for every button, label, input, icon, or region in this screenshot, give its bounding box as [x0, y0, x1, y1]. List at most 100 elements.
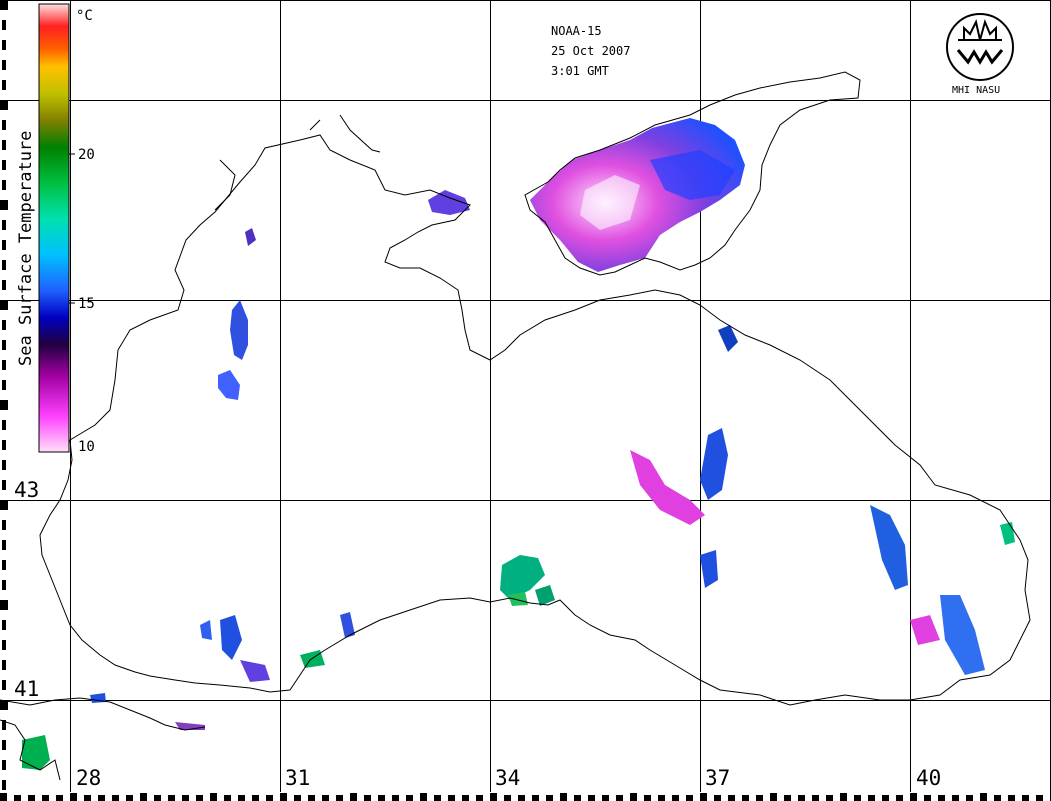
ruler-tick — [70, 793, 77, 801]
ruler-tick — [2, 140, 6, 150]
ruler-tick — [910, 793, 917, 801]
ruler-tick — [182, 795, 189, 801]
sst-cloud-free-patches — [22, 118, 1015, 770]
ruler-tick — [14, 795, 21, 801]
ruler-tick — [742, 795, 749, 801]
image-header: NOAA-15 25 Oct 2007 3:01 GMT — [551, 24, 630, 78]
ruler-tick — [882, 795, 889, 801]
acquisition-date: 25 Oct 2007 — [551, 44, 630, 58]
ruler-tick — [2, 240, 6, 250]
ruler-tick — [574, 795, 581, 801]
lon-label-37: 37 — [705, 766, 730, 790]
ruler-tick — [616, 795, 623, 801]
ruler-tick — [56, 795, 63, 801]
lon-label-31: 31 — [285, 766, 310, 790]
ruler-tick — [2, 540, 6, 550]
legend-colorbar — [38, 3, 70, 453]
ruler-tick — [0, 200, 8, 210]
ruler-tick — [2, 720, 6, 730]
legend-title: Sea Surface Temperature — [16, 131, 36, 366]
ruler-tick — [588, 795, 595, 801]
ruler-tick — [350, 793, 357, 801]
lat-label-43: 43 — [14, 478, 39, 502]
ruler-tick — [462, 795, 469, 801]
ruler-tick — [308, 795, 315, 801]
ruler-tick — [112, 795, 119, 801]
ruler-tick — [210, 793, 217, 801]
logo-text: MHI NASU — [952, 85, 1000, 96]
ruler-tick — [2, 40, 6, 50]
ruler-tick — [756, 795, 763, 801]
ruler-tick — [2, 120, 6, 130]
ruler-tick — [2, 460, 6, 470]
ruler-tick — [0, 500, 8, 510]
mhi-nasu-logo: MHI NASU — [946, 13, 1014, 96]
ruler-tick — [2, 420, 6, 430]
ruler-tick — [434, 795, 441, 801]
ruler-tick — [2, 580, 6, 590]
left-scale-ruler — [0, 0, 8, 790]
ruler-tick — [2, 20, 6, 30]
ruler-tick — [812, 795, 819, 801]
ruler-tick — [952, 795, 959, 801]
ruler-tick — [938, 795, 945, 801]
lat-label-41: 41 — [14, 677, 39, 701]
ruler-tick — [42, 795, 49, 801]
legend-tick-15: 15 — [78, 296, 95, 312]
ruler-tick — [196, 795, 203, 801]
ruler-tick — [2, 440, 6, 450]
ruler-tick — [0, 300, 8, 310]
ruler-tick — [2, 160, 6, 170]
ruler-tick — [224, 795, 231, 801]
lon-label-28: 28 — [76, 766, 101, 790]
ruler-tick — [2, 260, 6, 270]
ruler-tick — [980, 793, 987, 801]
ruler-tick — [0, 700, 8, 710]
ruler-tick — [2, 320, 6, 330]
ruler-tick — [154, 795, 161, 801]
coastline — [0, 71, 1031, 781]
ruler-tick — [140, 793, 147, 801]
ruler-tick — [2, 760, 6, 770]
ruler-tick — [854, 795, 861, 801]
ruler-tick — [700, 793, 707, 801]
ruler-tick — [602, 795, 609, 801]
ruler-tick — [448, 795, 455, 801]
ruler-tick — [2, 220, 6, 230]
ruler-tick — [0, 100, 8, 110]
ruler-tick — [770, 793, 777, 801]
legend: Sea Surface Temperature °C 20 15 10 — [16, 3, 95, 455]
ruler-tick — [2, 340, 6, 350]
ruler-tick — [868, 795, 875, 801]
ruler-tick — [490, 793, 497, 801]
ruler-tick — [532, 795, 539, 801]
ruler-tick — [280, 793, 287, 801]
ruler-tick — [2, 60, 6, 70]
ruler-tick — [1036, 795, 1043, 801]
ruler-tick — [238, 795, 245, 801]
ruler-tick — [644, 795, 651, 801]
ruler-tick — [0, 600, 8, 610]
ruler-tick — [0, 400, 8, 410]
ruler-tick — [994, 795, 1001, 801]
ruler-tick — [392, 795, 399, 801]
ruler-tick — [686, 795, 693, 801]
ruler-tick — [420, 793, 427, 801]
legend-unit: °C — [76, 8, 93, 24]
ruler-tick — [2, 280, 6, 290]
ruler-tick — [28, 795, 35, 801]
ruler-tick — [518, 795, 525, 801]
ruler-tick — [630, 793, 637, 801]
ruler-tick — [98, 795, 105, 801]
ruler-tick — [2, 560, 6, 570]
ruler-tick — [798, 795, 805, 801]
ruler-tick — [84, 795, 91, 801]
ruler-tick — [364, 795, 371, 801]
ruler-tick — [2, 180, 6, 190]
ruler-tick — [476, 795, 483, 801]
ruler-tick — [1022, 795, 1029, 801]
ruler-tick — [784, 795, 791, 801]
ruler-tick — [672, 795, 679, 801]
